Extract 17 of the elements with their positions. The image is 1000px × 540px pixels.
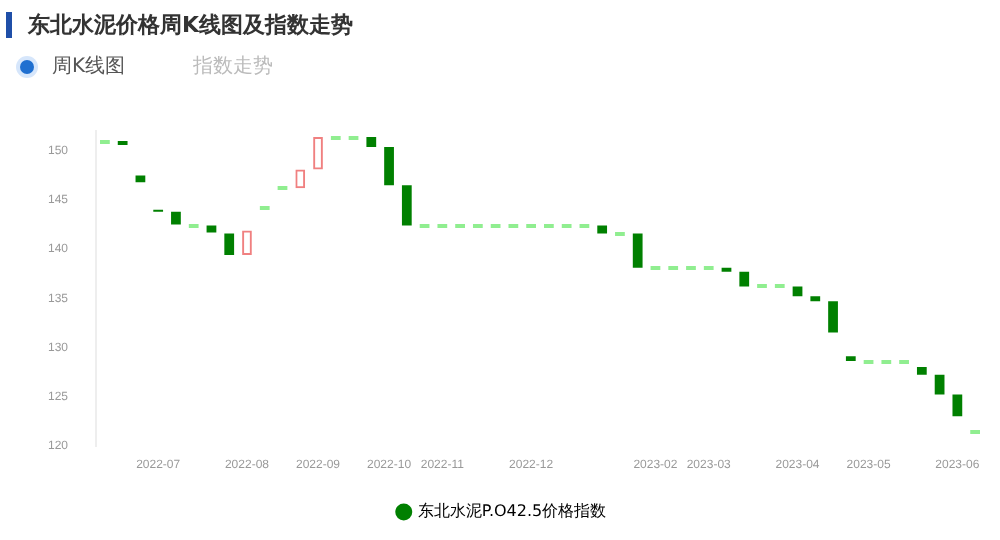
candlestick (916, 367, 927, 375)
candlestick (952, 394, 963, 417)
candlestick (845, 356, 856, 362)
chart-title: 东北水泥价格周K线图及指数走势 (28, 9, 354, 39)
candlestick (135, 175, 146, 183)
candlestick (792, 286, 803, 297)
candlestick (366, 137, 377, 147)
candlestick (739, 271, 750, 287)
candlestick (597, 225, 608, 234)
candlestick (632, 233, 643, 268)
text: 周K线图 (52, 53, 126, 80)
candlestick (224, 233, 235, 255)
text: 指数走势 (193, 53, 274, 80)
candlestick (934, 374, 945, 395)
candlestick (401, 185, 412, 226)
legend-label: 东北水泥P.O42.5价格指数 (417, 502, 607, 521)
candlestick (810, 296, 821, 302)
